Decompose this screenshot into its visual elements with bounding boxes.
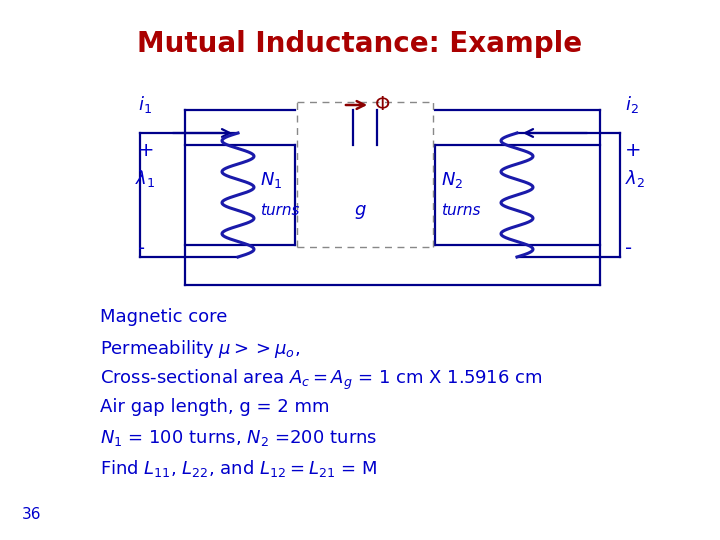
Text: $\lambda_2$: $\lambda_2$ [625,168,645,189]
Text: $N_2$: $N_2$ [441,170,463,190]
Text: turns: turns [260,203,300,218]
Text: $\Phi$: $\Phi$ [374,96,390,114]
Text: Permeability $\mu >> \mu_o$,: Permeability $\mu >> \mu_o$, [100,338,300,360]
Text: g: g [354,201,366,219]
Text: Cross-sectional area $A_c = A_g$ = 1 cm X 1.5916 cm: Cross-sectional area $A_c = A_g$ = 1 cm … [100,368,542,392]
Text: Magnetic core: Magnetic core [100,308,228,326]
Text: $i_1$: $i_1$ [138,94,152,115]
Text: Mutual Inductance: Example: Mutual Inductance: Example [138,30,582,58]
Text: 36: 36 [22,507,42,522]
Text: -: - [625,239,632,258]
Text: $\lambda_1$: $\lambda_1$ [135,168,156,189]
Text: $N_1$ = 100 turns, $N_2$ =200 turns: $N_1$ = 100 turns, $N_2$ =200 turns [100,428,377,448]
Text: Air gap length, g = 2 mm: Air gap length, g = 2 mm [100,398,330,416]
Text: $i_2$: $i_2$ [625,94,639,115]
Text: +: + [138,141,155,160]
Text: +: + [625,141,642,160]
Text: Find $L_{11}$, $L_{22}$, and $L_{12} = L_{21}$ = M: Find $L_{11}$, $L_{22}$, and $L_{12} = L… [100,458,377,479]
Text: -: - [138,239,145,258]
Text: $N_1$: $N_1$ [260,170,282,190]
Text: turns: turns [441,203,480,218]
